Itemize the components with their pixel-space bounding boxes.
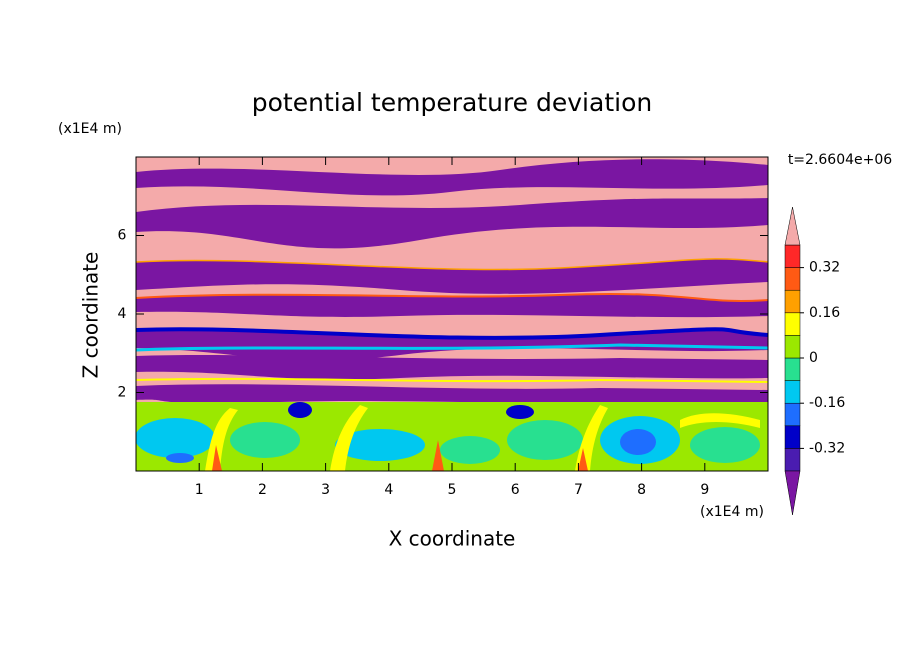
colorbar-segment bbox=[784, 448, 801, 472]
x-axis-label: X coordinate bbox=[389, 527, 516, 551]
x-unit: (x1E4 m) bbox=[700, 504, 764, 520]
colorbar-under bbox=[784, 470, 801, 516]
colorbar-tick-label: 0 bbox=[809, 350, 818, 366]
x-tick-label: 5 bbox=[448, 482, 457, 498]
x-tick-label: 4 bbox=[384, 482, 393, 498]
time-annotation: t=2.6604e+06 bbox=[788, 152, 892, 168]
x-tick-label: 6 bbox=[511, 482, 520, 498]
colorbar-segment bbox=[784, 335, 801, 359]
x-tick-label: 3 bbox=[321, 482, 330, 498]
colorbar-segment bbox=[784, 312, 801, 336]
field-bands bbox=[136, 159, 768, 405]
x-tick-label: 2 bbox=[258, 482, 267, 498]
contour-field bbox=[136, 157, 768, 471]
colorbar-segment bbox=[784, 267, 801, 291]
y-tick-label: 6 bbox=[118, 228, 127, 244]
y-axis-label: Z coordinate bbox=[79, 252, 103, 379]
colorbar-segment bbox=[784, 425, 801, 449]
colorbar-segment bbox=[784, 402, 801, 427]
colorbar-tick-label: 0.16 bbox=[809, 305, 840, 321]
x-tick-label: 1 bbox=[195, 482, 204, 498]
chart-title: potential temperature deviation bbox=[252, 88, 652, 117]
field-edges bbox=[136, 258, 768, 383]
colorbar-tick-label: 0.32 bbox=[809, 260, 840, 276]
x-tick-label: 8 bbox=[637, 482, 646, 498]
colorbar-segment bbox=[784, 380, 801, 404]
y-unit: (x1E4 m) bbox=[58, 121, 122, 137]
colorbar-tick-label: -0.32 bbox=[809, 440, 845, 456]
x-tick-label: 7 bbox=[574, 482, 583, 498]
colorbar-segment bbox=[784, 289, 801, 314]
colorbar-over bbox=[784, 206, 801, 246]
y-tick-label: 2 bbox=[118, 385, 127, 401]
y-tick-label: 4 bbox=[118, 306, 127, 322]
x-tick-label: 9 bbox=[700, 482, 709, 498]
colorbar-segment bbox=[784, 244, 801, 268]
field-eddies bbox=[136, 402, 760, 471]
colorbar-tick-label: -0.16 bbox=[809, 395, 845, 411]
colorbar-segment bbox=[784, 357, 801, 381]
